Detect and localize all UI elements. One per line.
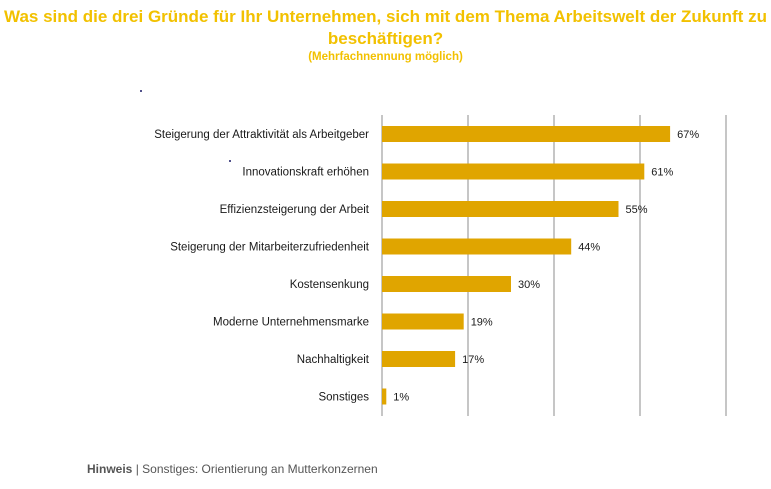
category-label: Nachhaltigkeit (297, 354, 370, 366)
bar (382, 238, 572, 255)
data-label: 30% (518, 279, 540, 291)
stray-dot-marker (140, 90, 142, 92)
bar (382, 388, 387, 405)
bar (382, 201, 619, 217)
data-label: 17% (462, 354, 484, 366)
category-label: Effizienzsteigerung der Arbeit (220, 204, 370, 216)
data-label: 1% (393, 392, 409, 404)
footer-separator: | (135, 462, 139, 476)
category-label: Moderne Unternehmensmarke (213, 317, 369, 329)
bar (382, 351, 456, 367)
chart-title: Was sind die drei Gründe für Ihr Unterne… (4, 7, 767, 48)
bar (382, 163, 645, 180)
chart-subtitle: (Mehrfachnennung möglich) (308, 51, 463, 63)
category-label: Innovationskraft erhöhen (242, 167, 369, 179)
category-label: Sonstiges (318, 392, 369, 404)
footer-note-text: Sonstiges: Orientierung an Mutterkonzern… (142, 462, 378, 476)
bar (382, 313, 464, 330)
bar (382, 276, 511, 292)
bar (382, 126, 671, 142)
data-label: 61% (651, 167, 673, 179)
data-label: 19% (471, 317, 493, 329)
data-label: 67% (677, 129, 699, 141)
data-label: 44% (578, 242, 600, 254)
category-label: Steigerung der Mitarbeiterzufriedenheit (170, 242, 370, 254)
footer-note-label: Hinweis (87, 462, 133, 476)
category-label: Steigerung der Attraktivität als Arbeitg… (154, 129, 369, 141)
chart-title-block: Was sind die drei Gründe für Ihr Unterne… (0, 6, 771, 64)
category-label: Kostensenkung (290, 279, 369, 291)
data-label: 55% (626, 204, 648, 216)
footer-note: Hinweis | Sonstiges: Orientierung an Mut… (87, 462, 378, 476)
stray-dot-marker (229, 160, 231, 162)
